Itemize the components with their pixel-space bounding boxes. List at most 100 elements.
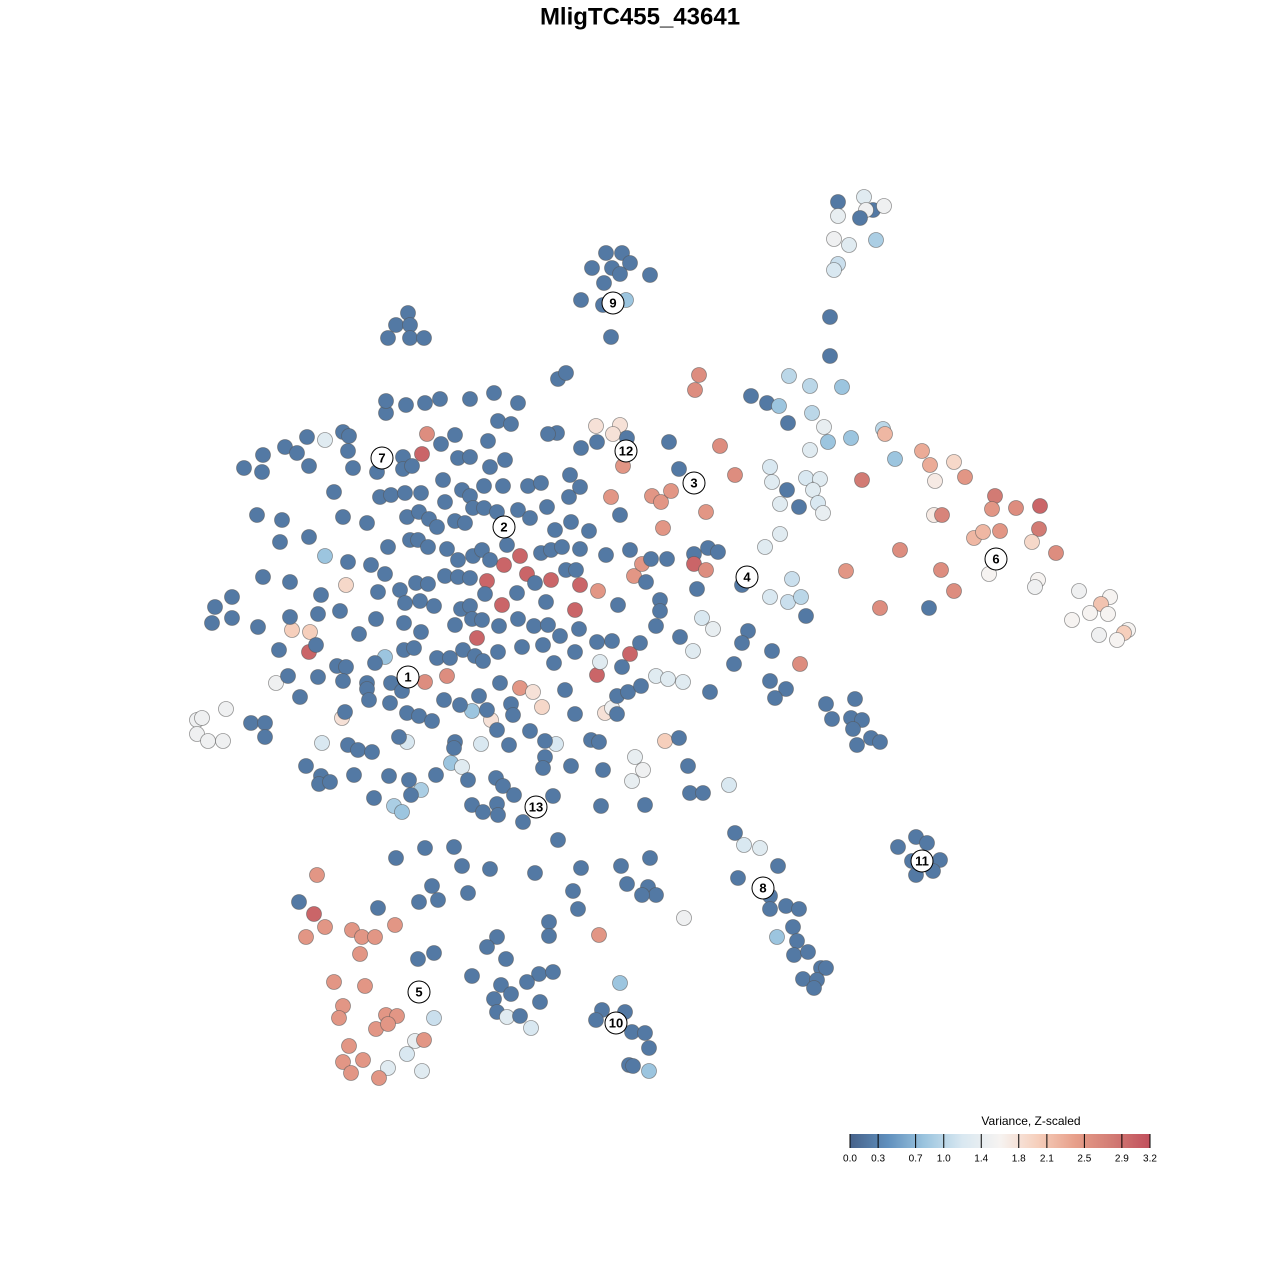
point [588, 1012, 604, 1028]
point [243, 715, 259, 731]
cluster-label: 3 [690, 475, 697, 490]
point [398, 397, 414, 413]
point [641, 1063, 657, 1079]
point [762, 459, 778, 475]
point [447, 617, 463, 633]
point [561, 489, 577, 505]
point [710, 544, 726, 560]
point [399, 1046, 415, 1062]
point [218, 701, 234, 717]
point [572, 577, 588, 593]
point [490, 807, 506, 823]
point [770, 858, 786, 874]
point [591, 734, 607, 750]
point [447, 427, 463, 443]
point [734, 635, 750, 651]
point [818, 696, 834, 712]
point [464, 968, 480, 984]
point [856, 189, 872, 205]
point [331, 1010, 347, 1026]
point [868, 232, 884, 248]
point [772, 526, 788, 542]
point [417, 674, 433, 690]
point [340, 443, 356, 459]
point [841, 237, 857, 253]
colorbar-tick-label: 0.3 [871, 1154, 885, 1165]
point [1091, 627, 1107, 643]
point [282, 609, 298, 625]
point [515, 814, 531, 830]
point [592, 654, 608, 670]
point [663, 483, 679, 499]
point [490, 413, 506, 429]
point [698, 562, 714, 578]
point [800, 944, 816, 960]
point [505, 707, 521, 723]
point [477, 586, 493, 602]
point [603, 329, 619, 345]
point [370, 900, 386, 916]
point [1100, 606, 1116, 622]
point [486, 385, 502, 401]
point [501, 737, 517, 753]
cluster-label: 2 [500, 519, 507, 534]
point [762, 901, 778, 917]
point [366, 790, 382, 806]
point [337, 704, 353, 720]
point [540, 426, 556, 442]
point [568, 562, 584, 578]
point [567, 706, 583, 722]
point [598, 245, 614, 261]
point [547, 522, 563, 538]
point [326, 974, 342, 990]
point [486, 991, 502, 1007]
point [685, 643, 701, 659]
point [274, 512, 290, 528]
point [396, 615, 412, 631]
point [604, 633, 620, 649]
point [539, 499, 555, 515]
point [495, 778, 511, 794]
point [332, 603, 348, 619]
point [402, 330, 418, 346]
point [381, 768, 397, 784]
point [414, 1063, 430, 1079]
point [843, 430, 859, 446]
point [694, 610, 710, 626]
point [820, 434, 836, 450]
point [482, 552, 498, 568]
point [510, 611, 526, 627]
point [752, 840, 768, 856]
point [490, 644, 506, 660]
point [476, 478, 492, 494]
point [764, 643, 780, 659]
point [540, 617, 556, 633]
cluster-label: 7 [378, 450, 385, 465]
point [541, 928, 557, 944]
point [1082, 605, 1098, 621]
point [612, 266, 628, 282]
point [780, 415, 796, 431]
point [412, 593, 428, 609]
point [437, 494, 453, 510]
point [695, 785, 711, 801]
point [702, 684, 718, 700]
point [361, 692, 377, 708]
point [446, 839, 462, 855]
point [641, 1040, 657, 1056]
point [474, 612, 490, 628]
point [625, 1058, 641, 1074]
colorbar-tick-label: 1.0 [937, 1154, 951, 1165]
cluster-label: 11 [915, 853, 929, 868]
point [919, 835, 935, 851]
point [622, 255, 638, 271]
point [355, 1052, 371, 1068]
point [489, 929, 505, 945]
point [255, 447, 271, 463]
point [411, 894, 427, 910]
point [573, 292, 589, 308]
point [532, 994, 548, 1010]
point [450, 552, 466, 568]
cluster-badge [614, 439, 638, 463]
colorbar-tick-label: 2.9 [1115, 1154, 1129, 1165]
